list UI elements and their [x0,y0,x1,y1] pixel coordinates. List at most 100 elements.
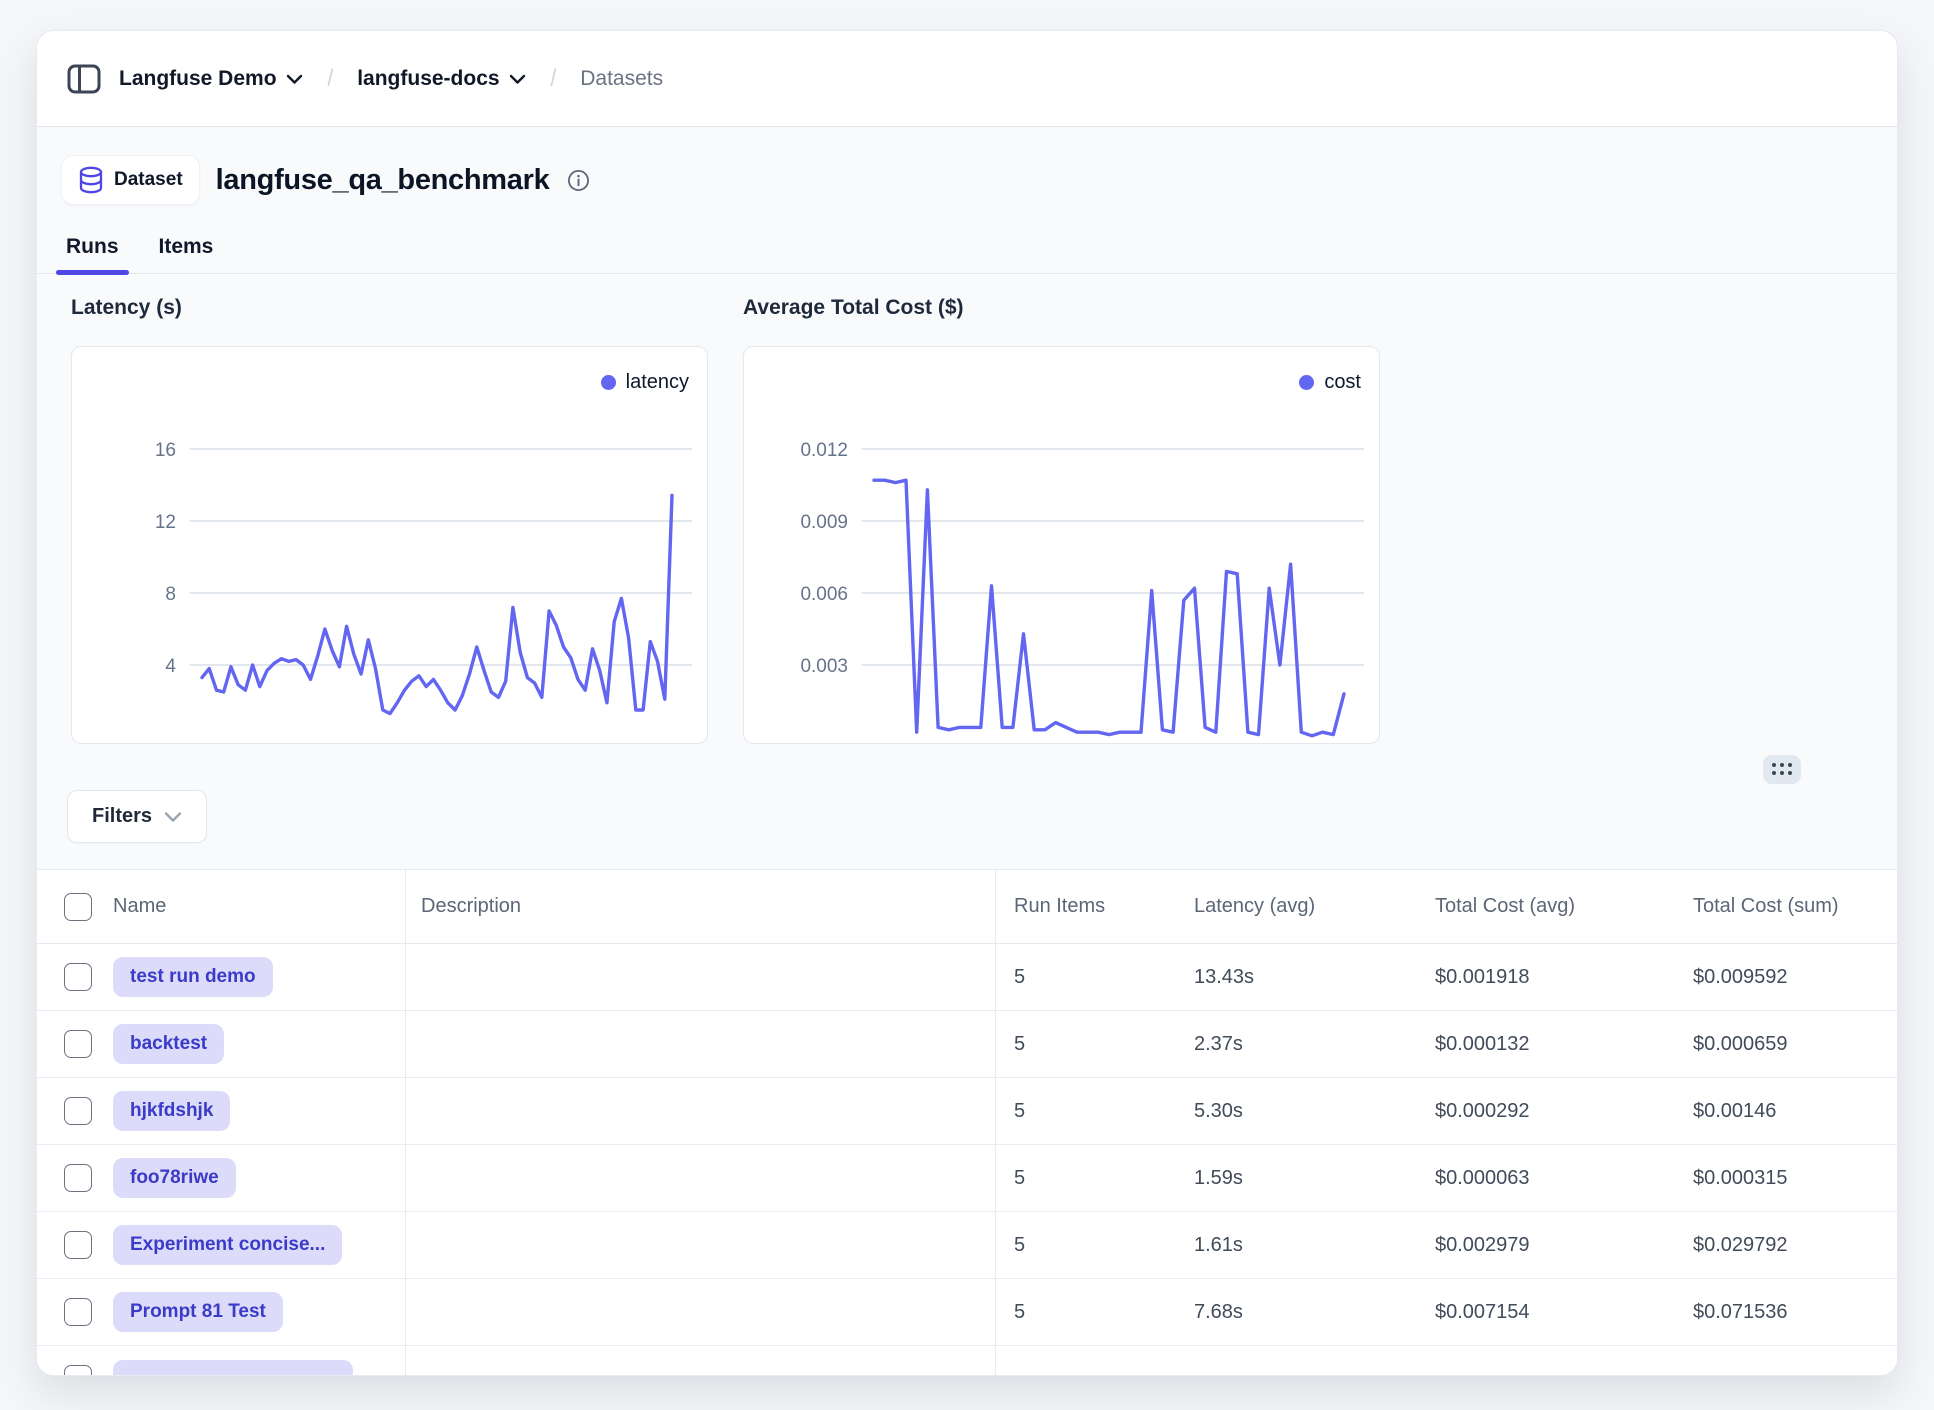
breadcrumb-project[interactable]: Langfuse Demo [119,67,303,91]
top-bar: Langfuse Demo / langfuse-docs / Datasets [37,31,1897,127]
latency-chart-title: Latency (s) [71,296,182,319]
row-checkbox[interactable] [64,1298,92,1326]
latency-avg-value: 13.43s [1194,965,1255,988]
dataset-title-row: Dataset langfuse_qa_benchmark [61,155,1873,205]
total-cost-sum-value: $0.000315 [1693,1166,1788,1189]
chevron-down-icon [164,811,182,822]
tab-bar: Runs Items [37,229,1897,275]
total-cost-sum-value: $0.029792 [1693,1233,1788,1256]
row-checkbox[interactable] [64,1097,92,1125]
tab-runs[interactable]: Runs [56,229,129,275]
row-checkbox[interactable] [64,1365,92,1375]
total-cost-avg-value: $0.002979 [1435,1233,1530,1256]
filters-row: Filters [37,769,1897,843]
dataset-type-label: Dataset [114,169,183,190]
svg-text:0.006: 0.006 [800,584,848,605]
run-items-value: 5 [1014,1099,1026,1122]
cost-chart-block: Average Total Cost ($) cost 0.003 0.006 0.… [743,296,1380,744]
chevron-down-icon [509,74,525,84]
latency-avg-value: 7.68s [1194,1300,1243,1323]
column-header-run-items[interactable]: Run Items [1014,895,1106,917]
table-body: test run demo 5 13.43s $0.001918 $0.0095… [37,944,1897,1375]
cost-chart-title: Average Total Cost ($) [743,296,964,319]
total-cost-avg-value: $0.000132 [1435,1032,1530,1055]
chevron-down-icon [286,74,302,84]
column-header-total-cost-avg[interactable]: Total Cost (avg) [1435,895,1576,917]
total-cost-sum-value [1693,1346,1897,1375]
total-cost-avg-value: $0.000292 [1435,1099,1530,1122]
run-name-pill[interactable] [113,1359,353,1375]
cost-chart: cost 0.003 0.006 0.009 0.012 [743,346,1380,744]
svg-text:0.009: 0.009 [800,512,848,533]
breadcrumb-project-label: Langfuse Demo [119,66,277,90]
run-description [406,944,996,1010]
resize-handle[interactable] [1763,755,1801,784]
run-items-value: 5 [1014,1233,1026,1256]
charts-section: Latency (s) latency 4 8 12 16 Average Total… [37,296,1897,744]
table-row: Experiment concise... 5 1.61s $0.002979 … [37,1212,1897,1279]
svg-text:8: 8 [165,584,176,605]
run-name-pill[interactable]: hjkfdshjk [113,1091,231,1131]
grip-dots-icon [1771,763,1793,776]
runs-table: Name Description Run Items Latency (avg)… [37,869,1897,1375]
table-row: foo78riwe 5 1.59s $0.000063 $0.000315 [37,1145,1897,1212]
dataset-type-badge: Dataset [61,155,200,205]
latency-chart-legend: latency [600,371,689,394]
run-description [406,1212,996,1278]
legend-dot-icon [1299,375,1315,390]
total-cost-sum-value: $0.009592 [1693,965,1788,988]
breadcrumb-page[interactable]: Datasets [580,66,664,90]
database-icon [79,166,103,194]
row-checkbox[interactable] [64,1164,92,1192]
run-items-value: 5 [1014,965,1026,988]
cost-chart-legend: cost [1299,371,1361,394]
select-all-checkbox[interactable] [64,892,92,921]
column-header-total-cost-sum[interactable]: Total Cost (sum) [1693,895,1839,917]
tab-items[interactable]: Items [157,229,216,273]
active-tab-underline [56,270,129,275]
run-name-pill[interactable]: Experiment concise... [113,1225,343,1265]
total-cost-avg-value: $0.000063 [1435,1166,1530,1189]
run-description [406,1078,996,1144]
legend-dot-icon [600,375,616,390]
run-items-value [996,1346,1194,1375]
tab-items-label: Items [158,235,214,258]
svg-text:12: 12 [155,512,176,533]
latency-avg-value: 1.61s [1194,1233,1243,1256]
info-icon[interactable] [567,169,590,192]
run-items-value: 5 [1014,1166,1026,1189]
tab-runs-label: Runs [66,235,119,258]
table-row: backtest 5 2.37s $0.000132 $0.000659 [37,1011,1897,1078]
breadcrumb-item-label: langfuse-docs [357,66,500,90]
column-header-description[interactable]: Description [406,870,996,943]
row-checkbox[interactable] [64,1231,92,1259]
svg-text:4: 4 [165,656,176,677]
legend-label: cost [1324,371,1361,393]
latency-avg-value [1194,1346,1435,1375]
column-header-name[interactable]: Name [106,870,406,943]
filters-button[interactable]: Filters [67,790,208,843]
run-name-pill[interactable]: backtest [113,1024,225,1064]
table-row: hjkfdshjk 5 5.30s $0.000292 $0.00146 [37,1078,1897,1145]
row-checkbox[interactable] [64,963,92,991]
breadcrumb-item[interactable]: langfuse-docs [357,67,525,91]
filters-button-label: Filters [92,805,153,827]
row-checkbox[interactable] [64,1030,92,1058]
table-row [37,1346,1897,1375]
run-name-pill[interactable]: Prompt 81 Test [113,1292,283,1332]
column-header-latency-avg[interactable]: Latency (avg) [1194,895,1316,917]
run-name-pill[interactable]: test run demo [113,957,273,997]
page-title: langfuse_qa_benchmark [215,163,550,196]
svg-text:0.003: 0.003 [800,656,848,677]
latency-chart-block: Latency (s) latency 4 8 12 16 [71,296,708,744]
latency-avg-value: 5.30s [1194,1099,1243,1122]
run-description [406,1346,996,1375]
table-row: test run demo 5 13.43s $0.001918 $0.0095… [37,944,1897,1011]
run-items-value: 5 [1014,1300,1026,1323]
sidebar-toggle-icon[interactable] [67,64,101,94]
legend-label: latency [625,371,689,393]
run-name-pill[interactable]: foo78riwe [113,1158,236,1198]
svg-text:16: 16 [155,440,176,461]
total-cost-avg-value: $0.007154 [1435,1300,1530,1323]
run-description [406,1279,996,1345]
